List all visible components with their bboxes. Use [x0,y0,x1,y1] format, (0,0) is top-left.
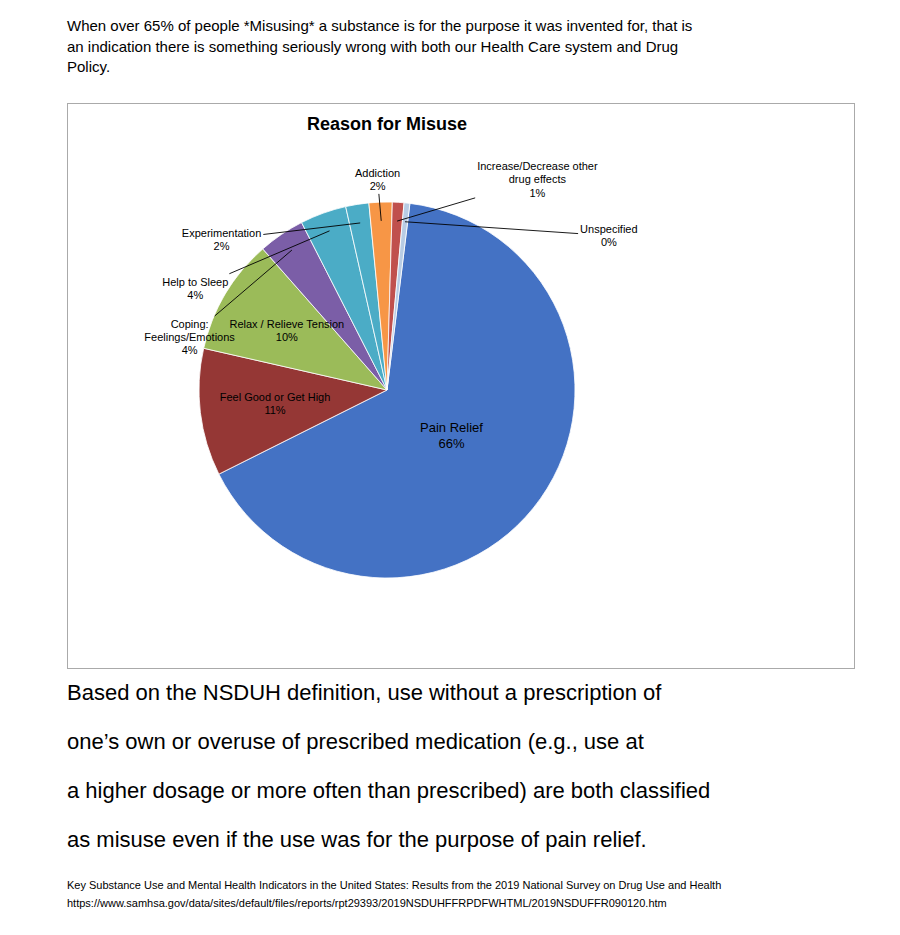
footer-line: one’s own or overuse of prescribed medic… [67,729,644,754]
slice-label-line: Pain Relief [420,420,483,435]
leader-line [379,194,381,221]
pie-slice [387,203,410,390]
header-line: Policy. [67,58,110,75]
source-line: https://www.samhsa.gov/data/sites/defaul… [67,897,667,909]
source-line: Key Substance Use and Mental Health Indi… [67,879,721,891]
data-labels: Pain Relief66% Feel Good or Get High11% Re… [144,160,637,451]
slice-callout: Addiction2% [355,167,400,221]
slice-callout: Experimentation2% [182,223,360,252]
slice-label-text: Relax / Relieve Tension10% [229,318,344,343]
slice-label-line: 0% [601,236,617,248]
header-line: an indication there is something serious… [67,38,678,55]
slice-label-text: Coping:Feelings/Emotions4% [144,318,235,356]
footer-line: Based on the NSDUH definition, use witho… [67,680,662,705]
slice-label-line: 2% [214,240,230,252]
slice-label: Feel Good or Get High11% [220,391,331,416]
footer: Based on the NSDUH definition, use witho… [67,680,710,852]
slice-callout: Increase/Decrease otherdrug effects1% [397,160,598,221]
slice-label-text: Feel Good or Get High11% [220,391,331,416]
header: When over 65% of people *Misusing* a sub… [67,17,692,75]
header-line: When over 65% of people *Misusing* a sub… [67,17,692,34]
slice-label-text: Help to Sleep4% [162,276,228,301]
slice-label-line: drug effects [509,173,567,185]
slice-label-line: 4% [182,344,198,356]
slice-label-text: Pain Relief66% [420,420,483,451]
slice-label-line: 10% [276,331,298,343]
slice-label-line: 1% [529,186,545,198]
slice-label-text: Experimentation2% [182,227,262,252]
slice-label-text: Increase/Decrease otherdrug effects1% [477,160,598,198]
chart-frame [68,104,855,669]
slice-label-line: Relax / Relieve Tension [229,318,344,330]
slice-label-text: Unspecified0% [580,223,637,248]
leader-line [263,223,360,235]
slice-label-line: 4% [187,289,203,301]
slice-callout: Help to Sleep4% [162,231,329,301]
slice-label-line: Feelings/Emotions [144,331,235,343]
footer-line: a higher dosage or more often than presc… [67,778,710,803]
slice-label: Relax / Relieve Tension10% [229,318,344,343]
slice-label-line: 11% [264,404,285,416]
slice-label-line: Coping: [171,318,209,330]
slice-callout: Coping:Feelings/Emotions4% [144,250,292,356]
slice-label-line: Feel Good or Get High [220,391,331,403]
slice-label-line: Increase/Decrease other [477,160,598,172]
pie [199,202,575,578]
chart-title: Reason for Misuse [307,114,467,134]
source: Key Substance Use and Mental Health Indi… [67,879,721,909]
slice-label-line: Help to Sleep [162,276,228,288]
slice-label-line: Experimentation [182,227,262,239]
slice-callout: Unspecified0% [405,222,638,249]
leader-line [397,198,475,221]
slice-label-line: 2% [370,180,386,192]
leader-line [405,222,578,234]
slice-label-line: Unspecified [580,223,637,235]
slice-label-line: 66% [438,436,464,451]
slice-label-text: Addiction2% [355,167,400,192]
slice-label-line: Addiction [355,167,400,179]
chart-root: When over 65% of people *Misusing* a sub… [0,0,900,935]
footer-line: as misuse even if the use was for the pu… [67,827,647,852]
slice-label: Pain Relief66% [420,420,483,451]
